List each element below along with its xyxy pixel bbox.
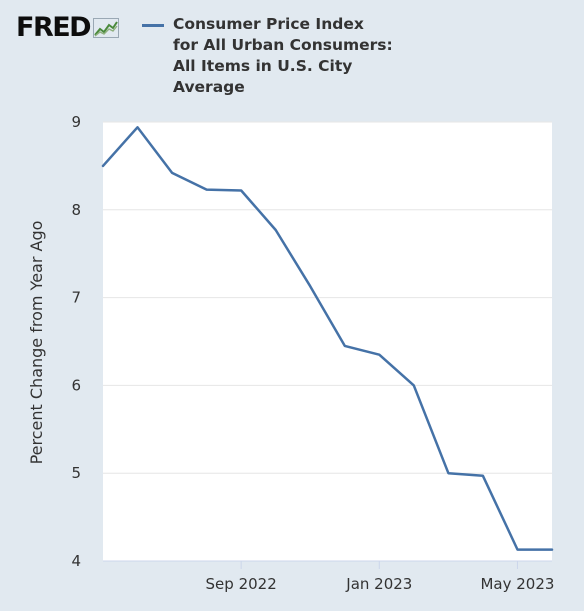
logo-text: FRED bbox=[16, 12, 92, 43]
y-tick-label: 8 bbox=[71, 201, 81, 219]
legend[interactable]: Consumer Price Index for All Urban Consu… bbox=[142, 14, 393, 98]
x-tick-label: May 2023 bbox=[480, 575, 554, 593]
x-tick-label: Sep 2022 bbox=[206, 575, 277, 593]
legend-swatch bbox=[142, 24, 164, 27]
x-tick-label: Jan 2023 bbox=[345, 575, 412, 593]
y-tick-label: 9 bbox=[71, 113, 81, 131]
line-chart-icon bbox=[93, 18, 120, 38]
legend-label: Consumer Price Index for All Urban Consu… bbox=[173, 15, 393, 96]
y-tick-label: 6 bbox=[71, 376, 81, 394]
y-tick-label: 5 bbox=[71, 464, 81, 482]
y-tick-label: 7 bbox=[71, 289, 81, 307]
y-tick-label: 4 bbox=[71, 552, 81, 570]
plot-area bbox=[103, 122, 552, 561]
y-axis-label: Percent Change from Year Ago bbox=[27, 221, 46, 465]
fred-logo[interactable]: FRED bbox=[16, 12, 120, 43]
series-line bbox=[101, 126, 554, 551]
